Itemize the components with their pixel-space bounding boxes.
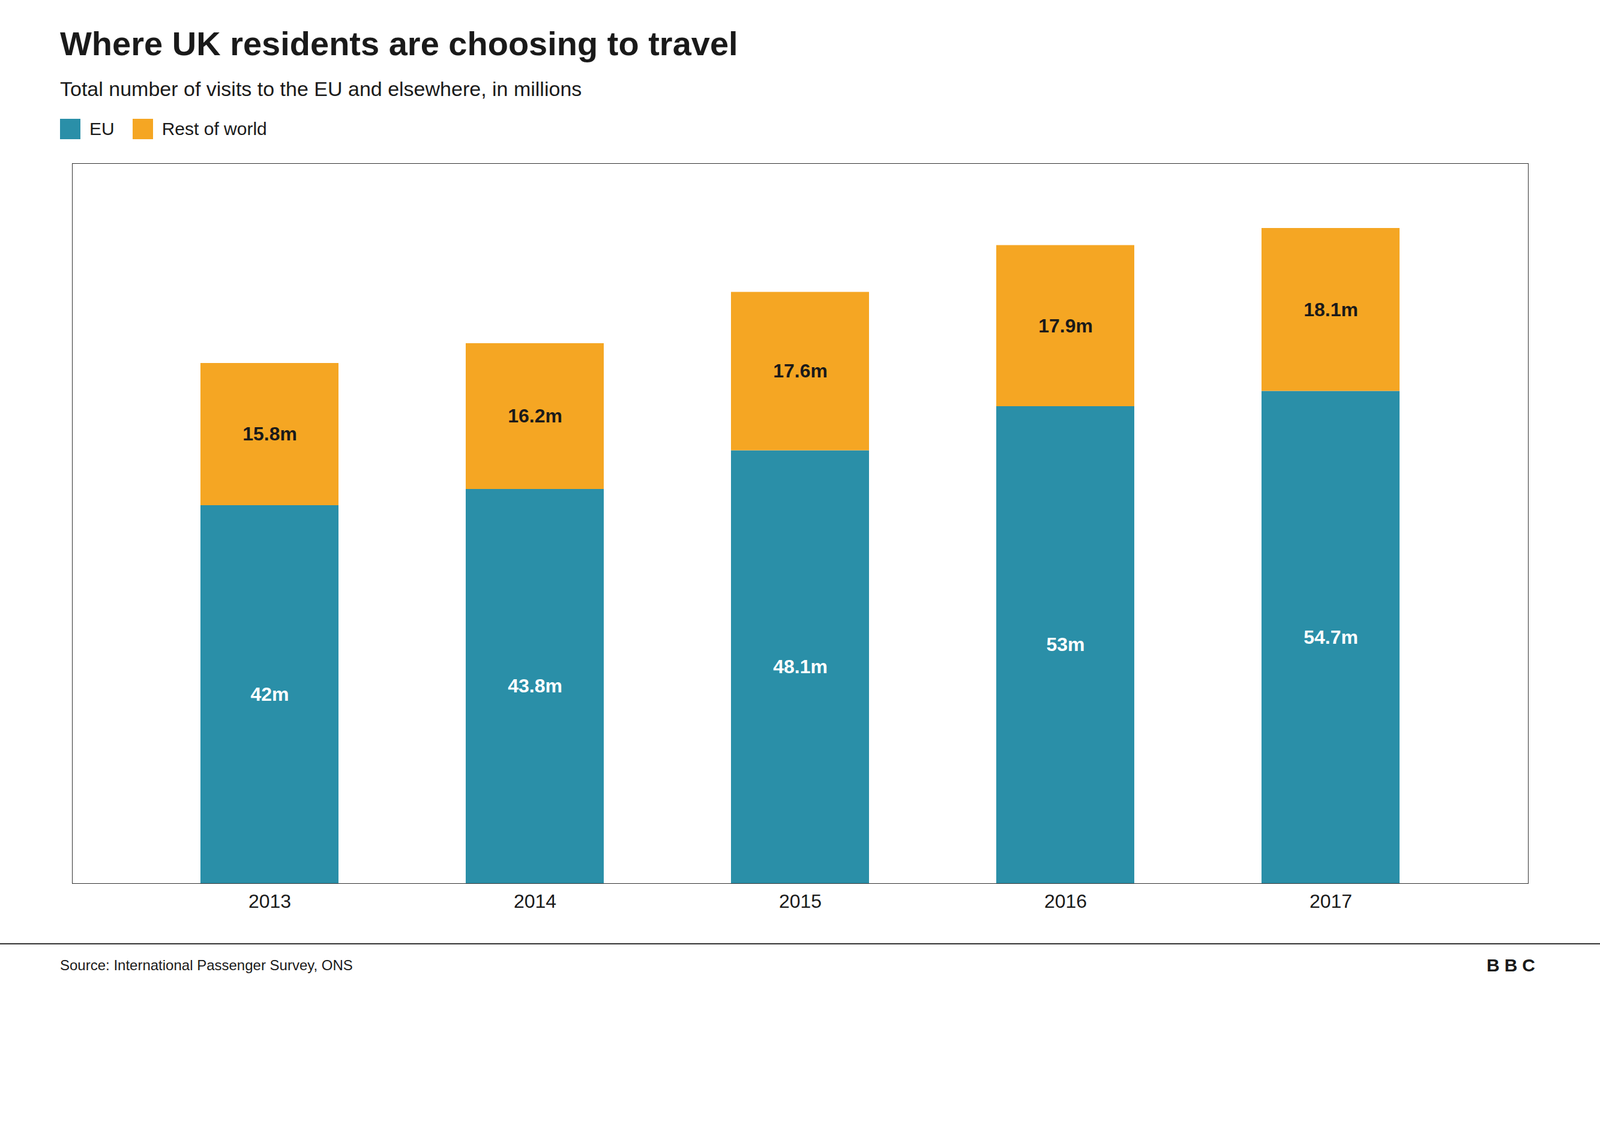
svg-text:48.1m: 48.1m <box>772 655 828 678</box>
svg-text:17.6m: 17.6m <box>772 360 828 382</box>
svg-text:15.8m: 15.8m <box>242 423 298 445</box>
svg-text:2016: 2016 <box>1044 890 1087 913</box>
svg-text:54.7m: 54.7m <box>1303 625 1359 648</box>
svg-text:42m: 42m <box>250 683 289 706</box>
svg-text:2013: 2013 <box>248 890 292 913</box>
html-text:BBC: BBC <box>1486 955 1540 976</box>
svg-text:2017: 2017 <box>1309 890 1353 913</box>
svg-text:18.1m: 18.1m <box>1303 298 1359 320</box>
html-text:EU: EU <box>89 118 115 139</box>
html-text:Total number of visits to the: Total number of visits to the EU and els… <box>60 77 582 101</box>
svg-text:2014: 2014 <box>513 890 557 913</box>
svg-text:2015: 2015 <box>778 890 822 913</box>
svg-text:16.2m: 16.2m <box>507 405 563 427</box>
svg-text:17.9m: 17.9m <box>1038 314 1093 337</box>
svg-text:53m: 53m <box>1046 633 1085 656</box>
svg-text:43.8m: 43.8m <box>507 675 563 697</box>
html-text:Rest of world: Rest of world <box>161 118 267 139</box>
html-text:Where UK residents are choosin: Where UK residents are choosing to trave… <box>60 24 738 63</box>
html-text:Source: International Passenge: Source: International Passenger Survey, … <box>60 957 353 974</box>
